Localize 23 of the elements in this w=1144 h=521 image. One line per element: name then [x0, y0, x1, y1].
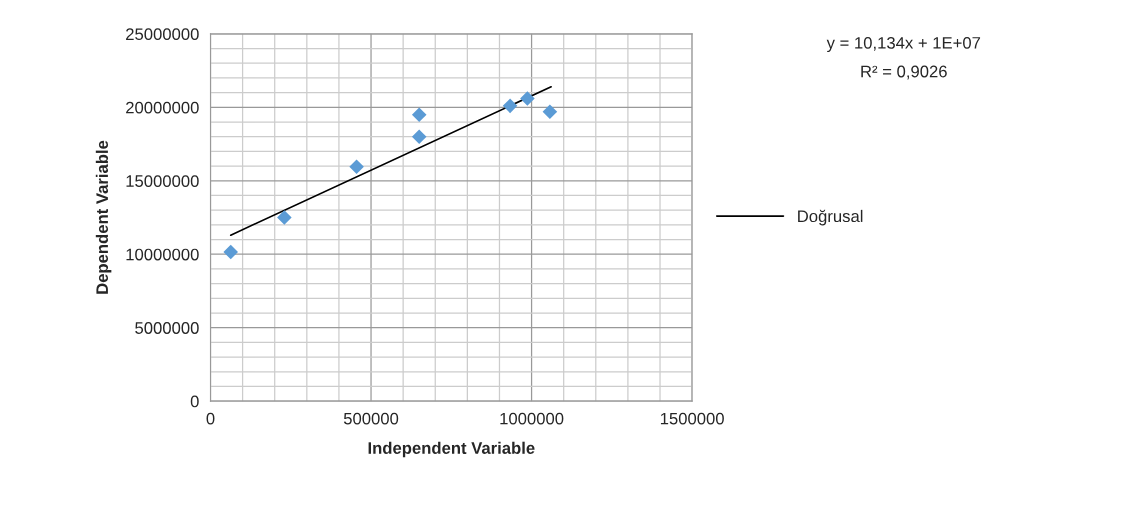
- x-axis-title: Independent Variable: [368, 441, 535, 458]
- text: y = 10,134x + 1E+07: [826, 36, 981, 53]
- legend-label: Doğrusal: [798, 209, 863, 226]
- point: [411, 129, 427, 144]
- point: [502, 98, 518, 114]
- point: [277, 210, 292, 225]
- y-tick-label: 25000000: [126, 28, 199, 41]
- text: R² = 0,9026: [861, 65, 947, 80]
- point: [349, 159, 364, 175]
- y-tick-label: 20000000: [126, 101, 199, 114]
- point: [520, 91, 535, 106]
- y-axis-title: Dependent Variable: [95, 140, 112, 294]
- x-tick-label: 1500000: [660, 412, 724, 425]
- point: [223, 244, 239, 260]
- x-tick-label: 500000: [343, 412, 399, 425]
- x-tick-label: 0: [206, 412, 215, 425]
- point: [542, 104, 558, 120]
- y-tick-label: 15000000: [126, 175, 199, 187]
- y-tick-label: 5000000: [135, 322, 199, 334]
- y-tick-label: 10000000: [126, 248, 199, 261]
- y-tick-label: 0: [190, 395, 199, 408]
- x-tick-label: 1000000: [500, 412, 564, 425]
- point: [411, 107, 427, 122]
